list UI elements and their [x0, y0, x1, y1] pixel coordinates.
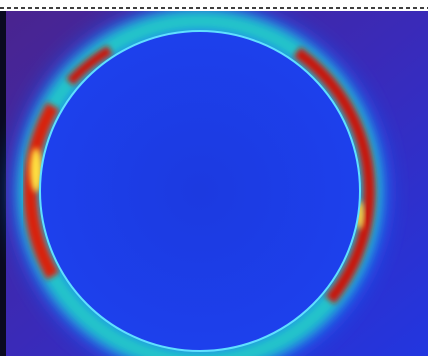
moon-disk [40, 31, 360, 351]
left-edge [0, 11, 6, 356]
corona-image [0, 6, 428, 359]
image [0, 0, 428, 359]
